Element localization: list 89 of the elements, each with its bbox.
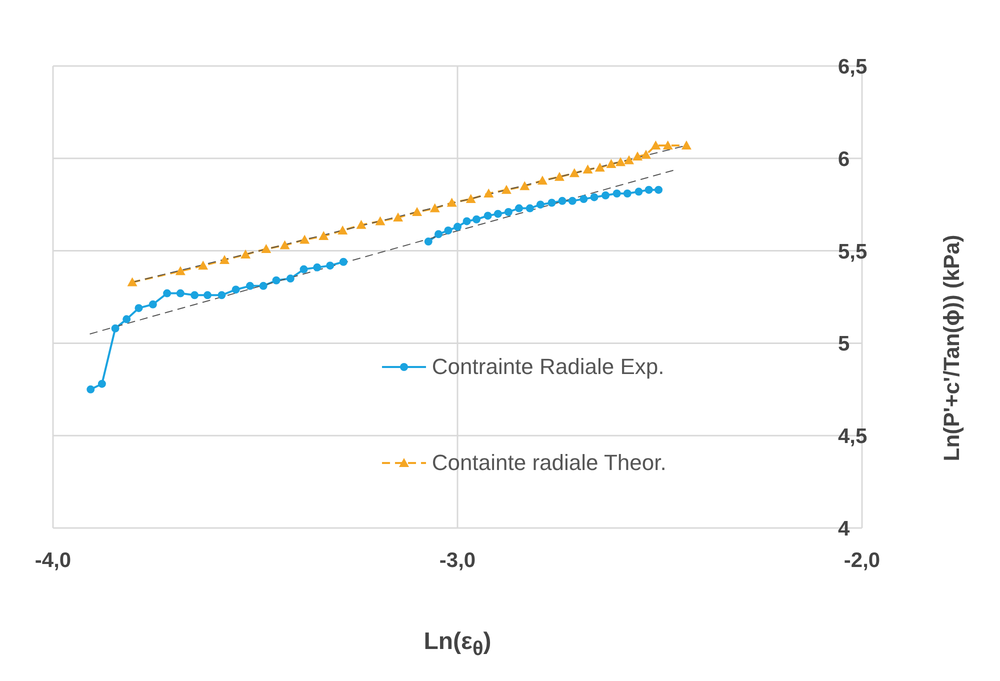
point xyxy=(338,225,348,234)
legend-label: Contrainte Radiale Exp. xyxy=(432,354,664,380)
point xyxy=(454,222,462,231)
point xyxy=(86,385,95,394)
point xyxy=(654,186,663,194)
point xyxy=(261,244,272,253)
point xyxy=(568,196,576,205)
point xyxy=(122,315,131,324)
point xyxy=(650,140,661,150)
point xyxy=(246,282,254,290)
point xyxy=(612,190,621,198)
point xyxy=(218,291,226,300)
point xyxy=(375,216,386,226)
point xyxy=(318,231,329,240)
y-tick-label: 5,5 xyxy=(838,240,868,264)
point xyxy=(602,191,610,200)
point xyxy=(204,291,212,300)
point xyxy=(176,289,184,298)
point xyxy=(127,277,138,286)
point xyxy=(339,258,348,266)
y-tick-label: 4 xyxy=(838,517,850,540)
point xyxy=(494,210,502,218)
legend-label: Containte radiale Theor. xyxy=(432,450,666,476)
point xyxy=(504,208,512,216)
y-tick-label: 6 xyxy=(838,148,850,171)
point xyxy=(444,226,452,234)
point xyxy=(259,282,268,290)
point xyxy=(537,176,548,185)
point xyxy=(300,234,310,244)
point xyxy=(520,181,530,190)
point xyxy=(466,194,476,204)
point xyxy=(472,215,481,224)
point xyxy=(569,168,580,178)
y-tick-label: 6,5 xyxy=(838,55,868,78)
point xyxy=(558,196,566,205)
point xyxy=(393,212,404,222)
point xyxy=(148,300,157,308)
point xyxy=(280,240,290,250)
point xyxy=(424,238,432,246)
point xyxy=(590,193,598,202)
point xyxy=(640,150,651,159)
x-tick-label: -2,0 xyxy=(844,548,880,572)
point xyxy=(98,380,106,388)
point xyxy=(286,274,294,283)
point xyxy=(412,206,422,216)
point xyxy=(484,212,492,220)
point xyxy=(634,188,643,196)
point xyxy=(616,157,626,166)
point xyxy=(484,188,494,198)
point xyxy=(326,262,334,270)
point xyxy=(548,198,556,207)
x-tick-label: -3,0 xyxy=(439,548,476,572)
point xyxy=(446,198,457,207)
point xyxy=(514,204,523,212)
point xyxy=(313,263,322,272)
point xyxy=(300,265,308,274)
point xyxy=(175,266,186,276)
point xyxy=(163,289,172,298)
point xyxy=(134,304,143,312)
point xyxy=(623,190,632,198)
point xyxy=(462,217,471,226)
point xyxy=(501,184,512,194)
point xyxy=(536,200,544,209)
point xyxy=(356,220,366,229)
x-axis-title: Ln(ε$_{θ}$) xyxy=(422,628,492,661)
point xyxy=(632,152,642,161)
point xyxy=(644,186,653,194)
point xyxy=(606,158,616,168)
point xyxy=(662,140,673,150)
y-tick-label: 5 xyxy=(838,332,850,356)
point xyxy=(554,172,564,181)
point xyxy=(240,249,251,258)
point xyxy=(681,140,692,150)
point xyxy=(190,291,199,300)
point xyxy=(594,162,605,172)
point xyxy=(272,276,280,284)
point xyxy=(430,203,440,212)
point xyxy=(434,230,442,238)
y-tick-label: 4,5 xyxy=(838,425,868,448)
point xyxy=(198,260,208,270)
point xyxy=(111,324,120,332)
x-tick-label: -4,0 xyxy=(34,548,72,572)
point xyxy=(580,195,588,204)
point xyxy=(526,204,534,212)
point xyxy=(582,164,593,174)
y-axis-title: Ln(P'+c'/Tan(ϕ)) (kPa) xyxy=(939,234,965,462)
point xyxy=(624,155,634,164)
point xyxy=(220,255,230,264)
point xyxy=(232,286,240,294)
